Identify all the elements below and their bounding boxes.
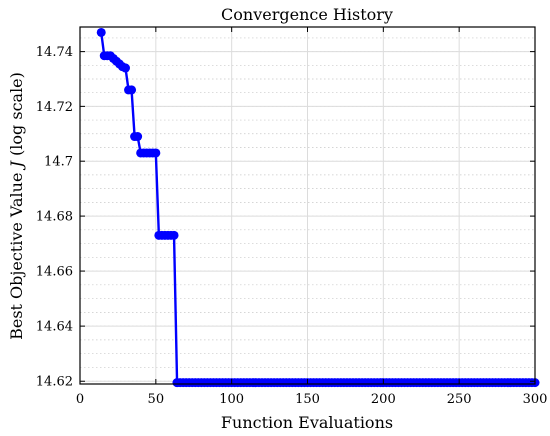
data-point xyxy=(151,148,161,158)
y-tick-label: 14.74 xyxy=(36,45,73,60)
x-tick-label: 300 xyxy=(523,392,548,407)
y-axis-label-variable: J xyxy=(7,159,26,170)
y-tick-label: 14.66 xyxy=(36,265,73,280)
series-line xyxy=(100,32,535,384)
ticks-layer: 0 50 100 150 200 250 300 14.62 14.64 14.66 14.68 14… xyxy=(36,27,548,407)
y-axis-label-suffix: (log scale) xyxy=(7,72,26,161)
data-point xyxy=(133,132,143,142)
y-tick-label: 14.64 xyxy=(36,320,73,335)
grid-layer xyxy=(79,27,536,384)
x-tick-label: 150 xyxy=(295,392,320,407)
series-layer xyxy=(96,27,540,388)
y-axis-label-text: Best Objective Value xyxy=(7,167,26,339)
y-tick-label: 14.68 xyxy=(36,210,73,225)
x-tick-label: 100 xyxy=(219,392,244,407)
data-point xyxy=(127,85,137,95)
data-point xyxy=(169,230,179,240)
y-tick-label: 14.7 xyxy=(44,155,73,170)
x-tick-label: 250 xyxy=(447,392,472,407)
x-axis-label: Function Evaluations xyxy=(221,413,393,432)
y-axis-label: Best Objective Value J (log scale) xyxy=(7,72,26,340)
y-tick-label: 14.72 xyxy=(36,100,73,115)
x-tick-label: 200 xyxy=(371,392,396,407)
x-tick-label: 50 xyxy=(148,392,165,407)
data-point xyxy=(96,27,106,37)
y-tick-label: 14.62 xyxy=(36,375,73,390)
x-tick-label: 0 xyxy=(76,392,84,407)
chart-title: Convergence History xyxy=(221,5,393,24)
data-point xyxy=(121,63,130,73)
